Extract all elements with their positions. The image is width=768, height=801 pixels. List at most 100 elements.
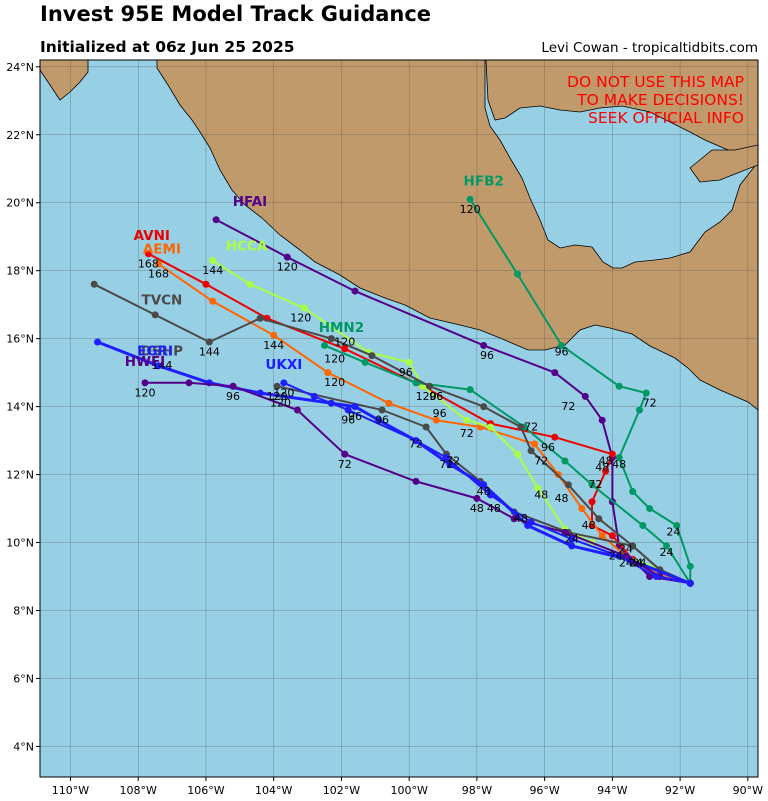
lat-tick-label: 6°N (13, 672, 34, 685)
track-point-avni (202, 280, 210, 288)
track-point-dshp (378, 406, 386, 414)
track-point-hmn2 (412, 379, 420, 387)
track-point-avni (551, 433, 559, 441)
track-point-ukxi (412, 437, 420, 445)
hour-label: 120 (134, 386, 155, 399)
hour-label: 96 (429, 390, 443, 403)
hour-label: 120 (324, 352, 345, 365)
hour-label: 96 (429, 390, 443, 403)
lon-tick-label: 94°W (597, 784, 627, 797)
track-point-aemi (598, 532, 606, 540)
hour-label: 72 (409, 437, 423, 450)
track-point-avni (608, 450, 616, 458)
track-point-aemi (530, 440, 538, 448)
hour-label: 72 (338, 458, 352, 471)
track-point-hwfi (510, 515, 518, 523)
track-point-ukxi (568, 535, 576, 543)
model-label-hcca: HCCA (226, 238, 268, 254)
track-point-tvcn (256, 314, 264, 322)
hour-label: 72 (643, 397, 657, 410)
track-point-avni (608, 532, 616, 540)
track-point-ukxi (280, 379, 288, 387)
track-point-hfb2 (673, 522, 681, 530)
track-point-tvcn (517, 423, 525, 431)
track-point-egri (155, 362, 163, 370)
track-point-hfb2 (635, 406, 643, 414)
track-point-tvcn (564, 481, 572, 489)
track-point-egri (94, 338, 102, 346)
track-point-hmn2 (361, 358, 369, 366)
track-aemi (157, 263, 691, 585)
track-point-ukxi (615, 552, 623, 560)
warning-line: DO NOT USE THIS MAP (567, 73, 744, 91)
forecast-hour-labels: 2448729612048729612024487296120168244872… (134, 203, 680, 569)
lat-tick-label: 12°N (6, 469, 34, 482)
track-point-tvcn (425, 382, 433, 390)
track-hmn2 (324, 344, 692, 584)
map-frame (39, 59, 759, 778)
track-point-hfai (283, 253, 291, 261)
model-label-dshp: DSHP (141, 344, 183, 360)
track-point-hcca (534, 484, 542, 492)
hour-label: 120 (277, 261, 298, 274)
hour-label: 120 (416, 390, 437, 403)
track-point-tvcn (90, 280, 98, 288)
credit-text: Levi Cowan - tropicaltidbits.com (541, 40, 758, 56)
track-point-hmn2 (639, 522, 647, 530)
track-point-dshp (273, 382, 281, 390)
lon-tick-label: 104°W (255, 784, 292, 797)
hour-label: 120 (273, 386, 294, 399)
track-point-hmn2 (320, 341, 328, 349)
track-point-tvcn (595, 515, 603, 523)
track-point-hwfi (229, 382, 237, 390)
hour-label: 120 (267, 390, 288, 403)
track-point-aemi (578, 505, 586, 513)
track-hwfi (145, 381, 691, 585)
track-point-ukxi (686, 579, 694, 587)
hour-label: 144 (202, 264, 223, 277)
track-point-hwfi (412, 477, 420, 485)
hour-label: 72 (446, 454, 460, 467)
track-point-hwfi (293, 406, 301, 414)
track-point-hfb2 (514, 270, 522, 278)
hour-label: 48 (555, 492, 569, 505)
track-point-ukxi (486, 491, 494, 499)
model-label-hwfi: HWFI (125, 354, 165, 370)
hour-label: 24 (619, 556, 633, 569)
track-point-hfb2 (558, 341, 566, 349)
hour-label: 96 (226, 390, 240, 403)
hour-label: 144 (151, 359, 172, 372)
track-point-tvcn (527, 447, 535, 455)
track-point-hmn2 (588, 481, 596, 489)
map-subtitle: Initialized at 06z Jun 25 2025 (40, 38, 295, 56)
hour-label: 120 (334, 335, 355, 348)
model-label-hmn2: HMN2 (319, 320, 364, 336)
track-point-hcca (209, 256, 217, 264)
track-point-hfai (212, 216, 220, 224)
track-point-aemi (324, 369, 332, 377)
lat-tick-label: 20°N (6, 197, 34, 210)
model-label-aemi: AEMI (143, 242, 181, 258)
hour-label: 96 (348, 410, 362, 423)
track-point-hfb2 (615, 382, 623, 390)
model-label-tvcn: TVCN (141, 293, 182, 309)
hour-label: 96 (399, 366, 413, 379)
lon-tick-label: 108°W (120, 784, 157, 797)
track-point-hfb2 (686, 562, 694, 570)
track-point-tvcn (480, 403, 488, 411)
track-point-aemi (270, 331, 278, 339)
land-yucatan (689, 144, 758, 183)
track-point-dshp (629, 542, 637, 550)
hour-label: 48 (477, 485, 491, 498)
track-point-ukxi (344, 406, 352, 414)
hour-label: 48 (582, 519, 596, 532)
track-point-hcca (463, 416, 471, 424)
track-point-aemi (155, 260, 163, 268)
map-title: Invest 95E Model Track Guidance (40, 2, 432, 26)
lat-tick-label: 22°N (6, 129, 34, 142)
track-point-tvcn (205, 338, 213, 346)
hour-label: 24 (632, 556, 646, 569)
hour-label: 48 (470, 502, 484, 515)
